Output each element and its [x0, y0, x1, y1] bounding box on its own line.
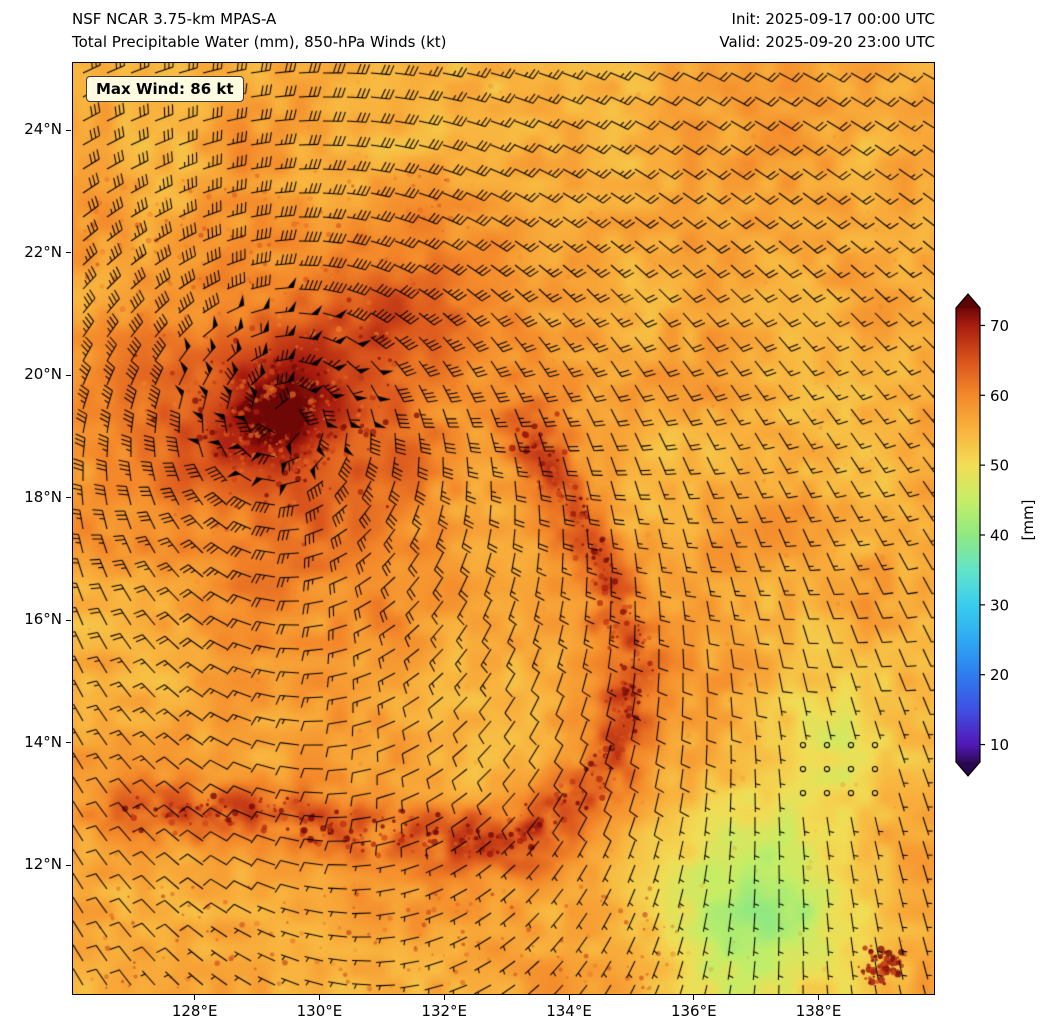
y-tick-label: 22°N: [24, 242, 62, 261]
map-plot: Max Wind: 86 kt: [72, 62, 935, 995]
y-tick-label: 20°N: [24, 365, 62, 384]
x-tick: [818, 995, 820, 1000]
colorbar-gradient: 10 20 30 40 50 60 70: [955, 293, 1009, 777]
x-tick-label: 134°E: [546, 1002, 592, 1020]
x-tick-label: 136°E: [670, 1002, 717, 1020]
svg-text:30: 30: [990, 596, 1009, 614]
x-tick-label: 138°E: [795, 1002, 842, 1020]
max-wind-badge: Max Wind: 86 kt: [86, 76, 244, 102]
y-tick: [66, 129, 71, 131]
x-tick-label: 132°E: [421, 1002, 468, 1020]
colorbar-unit-label: [mm]: [1019, 499, 1037, 541]
model-name: NSF NCAR 3.75-km MPAS-A: [72, 10, 277, 28]
y-tick: [66, 252, 71, 254]
svg-text:10: 10: [990, 736, 1009, 754]
x-tick: [568, 995, 570, 1000]
colorbar: 10 20 30 40 50 60 70: [946, 292, 1053, 784]
x-tick-label: 130°E: [296, 1002, 343, 1020]
map-canvas: [73, 63, 934, 994]
y-tick: [66, 619, 71, 621]
x-tick: [194, 995, 196, 1000]
title-block: NSF NCAR 3.75-km MPAS-A Total Precipitab…: [72, 8, 447, 54]
x-tick: [318, 995, 320, 1000]
y-tick-label: 16°N: [24, 610, 62, 629]
svg-text:60: 60: [990, 387, 1009, 405]
svg-text:50: 50: [990, 457, 1009, 475]
svg-text:40: 40: [990, 527, 1009, 545]
time-block: Init: 2025-09-17 00:00 UTC Valid: 2025-0…: [719, 8, 935, 54]
product-name: Total Precipitable Water (mm), 850-hPa W…: [72, 33, 447, 51]
valid-time: Valid: 2025-09-20 23:00 UTC: [719, 33, 935, 51]
x-tick: [443, 995, 445, 1000]
x-tick-label: 128°E: [171, 1002, 218, 1020]
y-tick-label: 24°N: [24, 120, 62, 139]
init-time: Init: 2025-09-17 00:00 UTC: [731, 10, 935, 28]
y-tick: [66, 864, 71, 866]
y-tick: [66, 374, 71, 376]
x-tick: [693, 995, 695, 1000]
svg-text:20: 20: [990, 666, 1009, 684]
y-tick: [66, 497, 71, 499]
y-tick-label: 14°N: [24, 732, 62, 751]
svg-text:70: 70: [990, 317, 1009, 335]
y-tick-label: 18°N: [24, 487, 62, 506]
y-tick-label: 12°N: [24, 855, 62, 874]
y-tick: [66, 742, 71, 744]
